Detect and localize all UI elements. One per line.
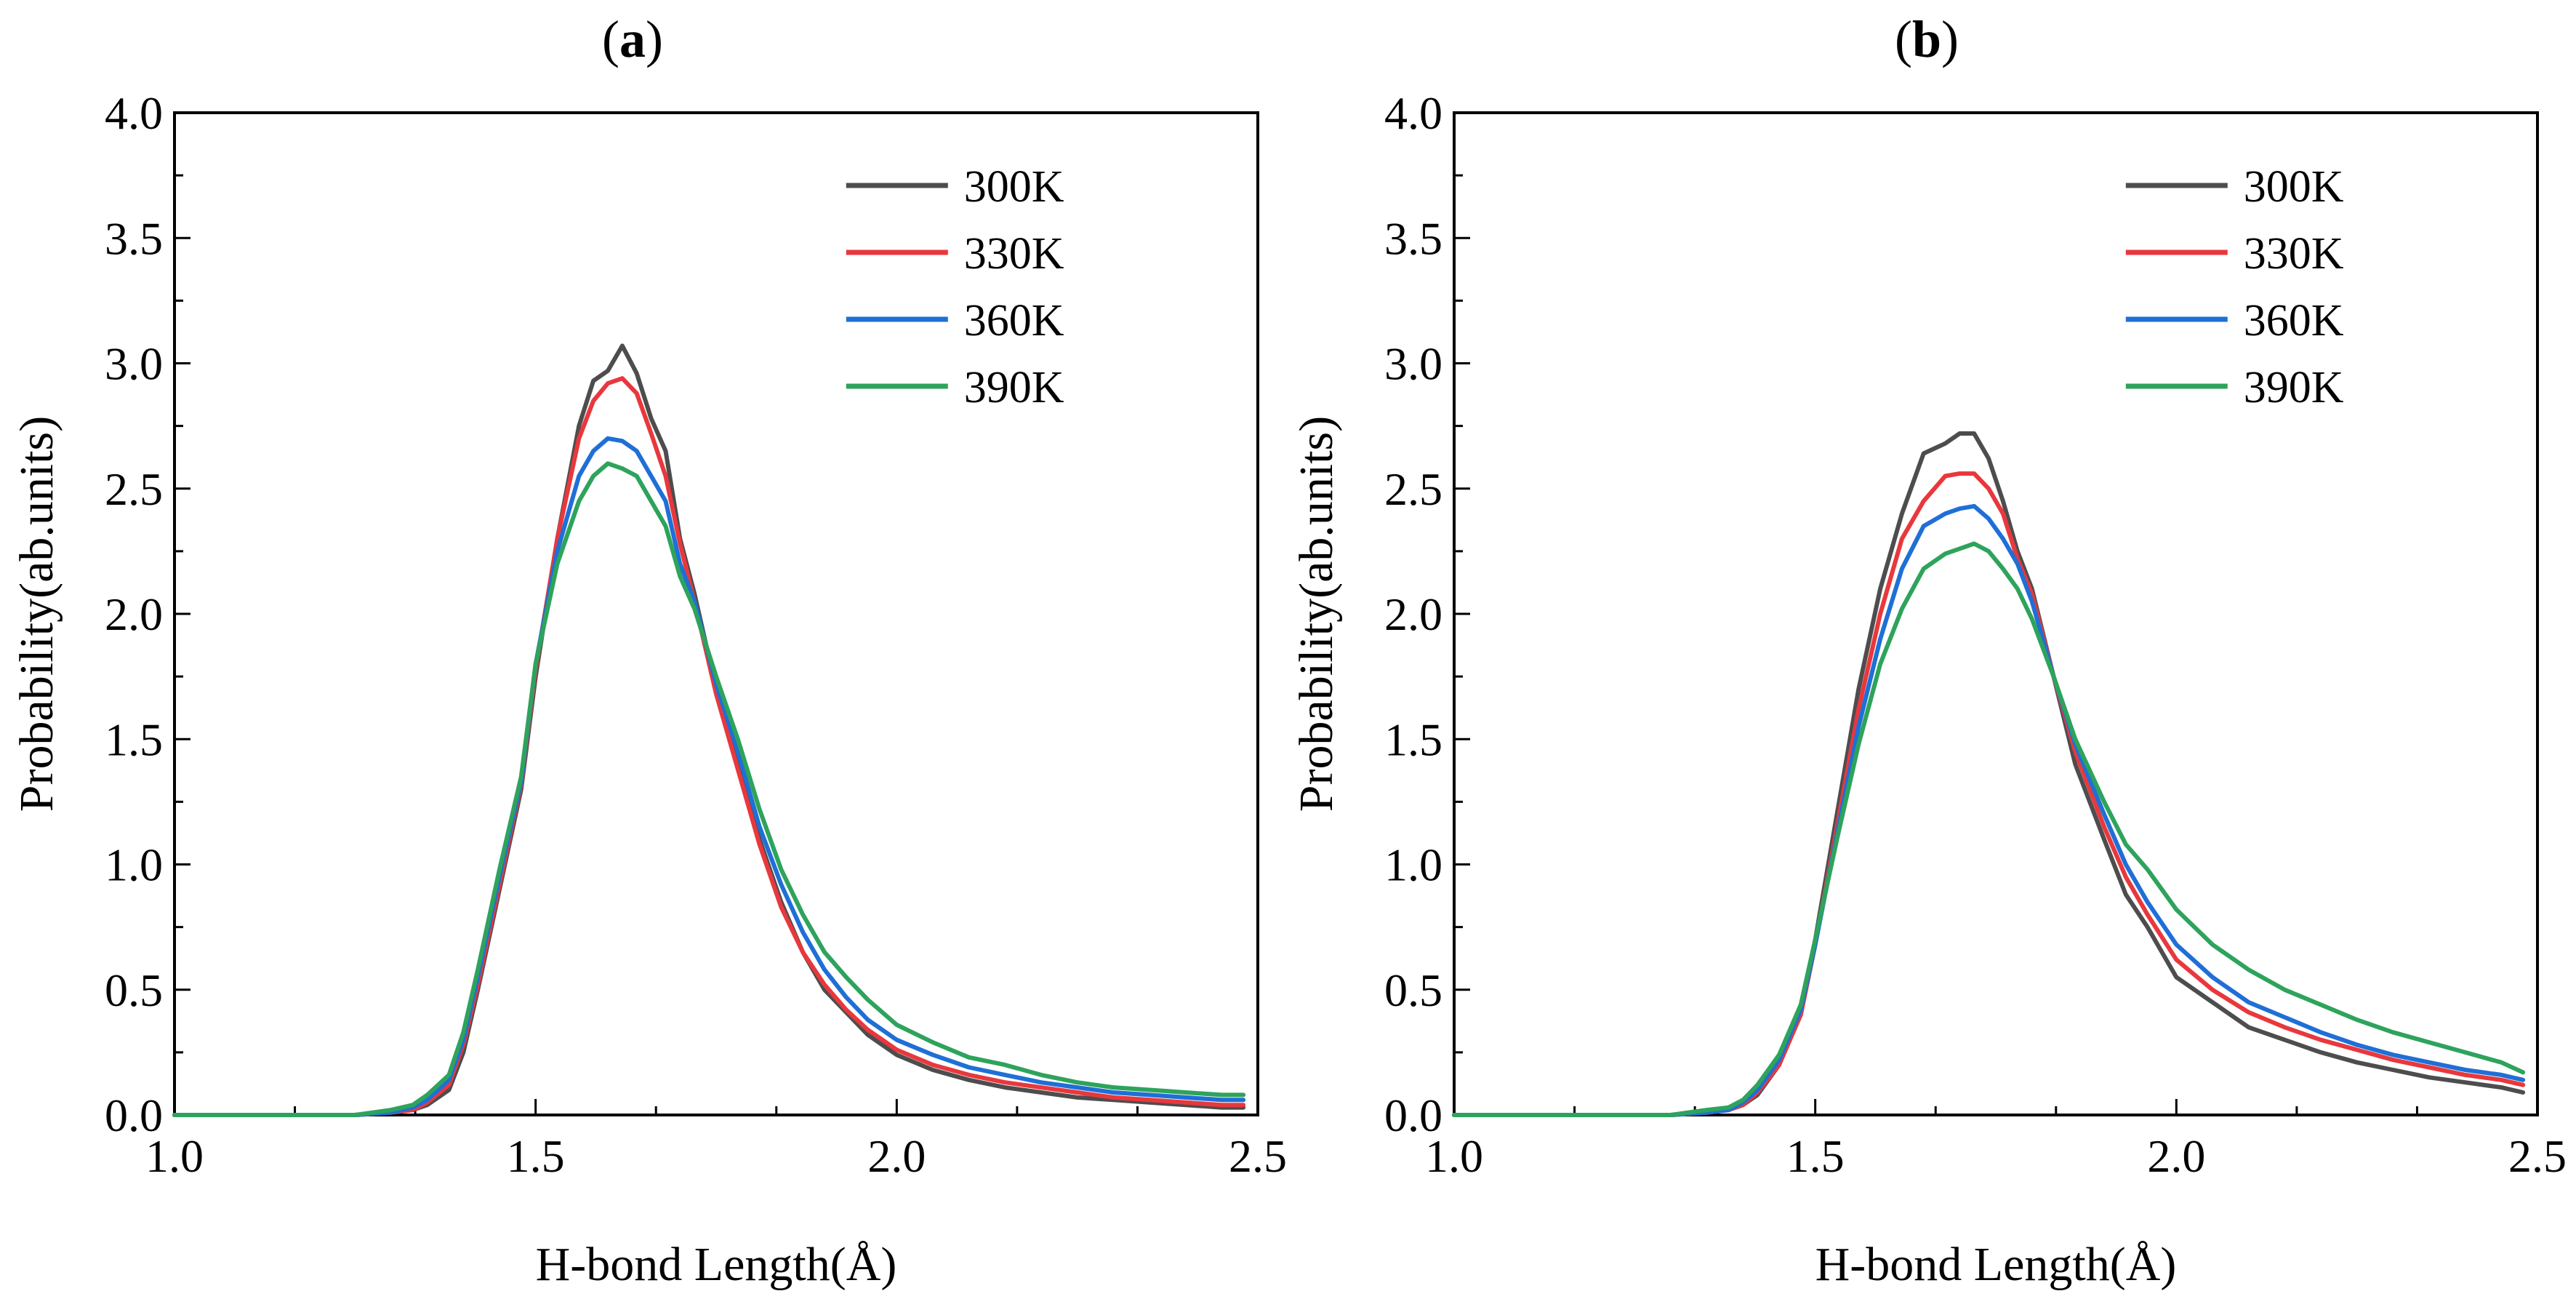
- chart-panel-b: (b) 0.0 0.5 1.0 1.5 2.0 2.5 3.0 3.5 4.0 1.0 1.5 2.0…: [1290, 10, 2567, 1291]
- y-tick-label-b-5: 2.5: [1384, 463, 1443, 515]
- y-tick-label-a-7: 3.5: [105, 212, 163, 264]
- y-tick-label-b-6: 3.0: [1384, 338, 1443, 390]
- y-tick-label-a-4: 2.0: [105, 588, 163, 640]
- x-tick-label-a-0: 1.0: [145, 1130, 204, 1182]
- series-line-b-300K: [1452, 431, 2526, 1117]
- legend-label-b-1: 330K: [2244, 229, 2344, 279]
- y-tick-label-b-3: 1.5: [1384, 714, 1443, 765]
- x-axis-label-a: H-bond Length(Å): [536, 1238, 897, 1291]
- y-axis-label-b: Probability(ab.units): [1290, 416, 1343, 812]
- series-line-a-360K: [172, 436, 1246, 1117]
- y-axis-label-a: Probability(ab.units): [10, 416, 63, 812]
- x-tick-label-b-1: 1.5: [1786, 1130, 1845, 1182]
- y-tick-label-a-6: 3.0: [105, 338, 163, 390]
- panel-label-a: (a): [602, 10, 663, 68]
- series-lines-a: [172, 343, 1246, 1117]
- y-tick-label-a-0: 0.0: [105, 1090, 163, 1141]
- series-lines-b: [1452, 431, 2526, 1117]
- series-line-a-330K: [172, 376, 1246, 1117]
- chart-panel-a: (a) 0.0 0.5 1.0 1.5 2.0 2.5 3.0 3.5 4.0 1.0 1.5 2.0…: [10, 10, 1287, 1291]
- y-tick-label-b-7: 3.5: [1384, 212, 1443, 264]
- x-tick-label-b-2: 2.0: [2147, 1130, 2205, 1182]
- y-tick-label-b-0: 0.0: [1384, 1090, 1443, 1141]
- series-line-a-390K: [172, 461, 1246, 1117]
- y-tick-label-a-1: 0.5: [105, 964, 163, 1016]
- y-tick-label-a-8: 4.0: [105, 87, 163, 139]
- panel-label-b: (b): [1895, 10, 1959, 68]
- ticks-b: 0.0 0.5 1.0 1.5 2.0 2.5 3.0 3.5 4.0 1.0 1.5 2.0 2.5: [1384, 87, 2567, 1182]
- ticks-a: 0.0 0.5 1.0 1.5 2.0 2.5 3.0 3.5 4.0 1.0 1.5 2.0 2.5: [105, 87, 1287, 1182]
- plot-frame-a: [173, 111, 1259, 1116]
- y-tick-label-b-1: 0.5: [1384, 964, 1443, 1016]
- panel-letter-b: b: [1912, 10, 1941, 68]
- y-tick-label-b-2: 1.0: [1384, 839, 1443, 891]
- x-axis-label-b: H-bond Length(Å): [1815, 1238, 2177, 1291]
- series-line-a-300K: [172, 343, 1246, 1117]
- y-tick-label-a-5: 2.5: [105, 463, 163, 515]
- legend-label-b-0: 300K: [2244, 162, 2344, 212]
- y-tick-label-a-2: 1.0: [105, 839, 163, 891]
- legend-label-b-2: 360K: [2244, 296, 2344, 345]
- y-tick-label-b-4: 2.0: [1384, 588, 1443, 640]
- legend-label-a-1: 330K: [964, 229, 1064, 279]
- legend-label-a-0: 300K: [964, 162, 1064, 212]
- series-line-b-390K: [1452, 541, 2526, 1117]
- y-tick-label-a-3: 1.5: [105, 714, 163, 765]
- plot-frame-b: [1453, 111, 2539, 1116]
- series-line-b-330K: [1452, 471, 2526, 1117]
- legend-label-b-3: 390K: [2244, 363, 2344, 412]
- x-tick-label-b-0: 1.0: [1425, 1130, 1483, 1182]
- x-tick-label-a-2: 2.0: [867, 1130, 926, 1182]
- legend-b: 300K 330K 360K 390K: [2125, 162, 2344, 412]
- legend-label-a-3: 390K: [964, 363, 1064, 412]
- x-tick-label-a-3: 2.5: [1229, 1130, 1287, 1182]
- series-line-b-360K: [1452, 503, 2526, 1117]
- legend-label-a-2: 360K: [964, 296, 1064, 345]
- x-tick-label-b-3: 2.5: [2508, 1130, 2567, 1182]
- legend-a: 300K 330K 360K 390K: [846, 162, 1064, 412]
- y-tick-label-b-8: 4.0: [1384, 87, 1443, 139]
- panel-letter-a: a: [619, 10, 646, 68]
- x-tick-label-a-1: 1.5: [507, 1130, 565, 1182]
